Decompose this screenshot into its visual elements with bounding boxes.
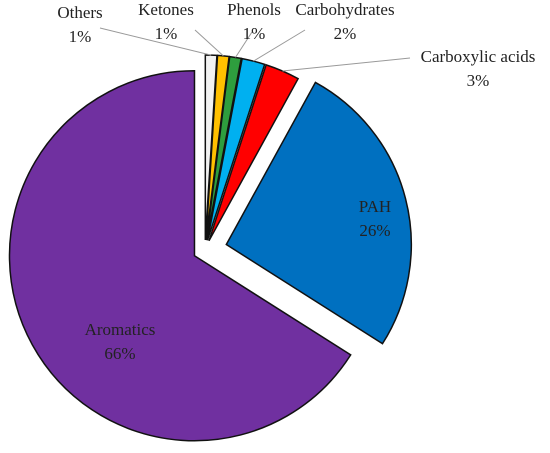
leader-line [282, 57, 411, 72]
pie-slice [225, 81, 413, 345]
slice-label: Others 1% [57, 3, 102, 46]
slice-label: Carboxylic acids 3% [421, 47, 536, 90]
value-label: 1% [243, 24, 266, 43]
value-label: 66% [104, 344, 135, 363]
value-label: 2% [334, 24, 357, 43]
category-label: PAH [359, 197, 391, 216]
slice-label: Carbohydrates 2% [295, 0, 394, 43]
leader-line [99, 27, 212, 56]
category-label: Carbohydrates [295, 0, 394, 19]
value-label: 26% [359, 221, 390, 240]
category-label: Phenols [227, 0, 281, 19]
slice-label: Phenols 1% [227, 0, 281, 43]
category-label: Ketones [138, 0, 194, 19]
category-label: Others [57, 3, 102, 22]
category-label: Carboxylic acids [421, 47, 536, 66]
value-label: 1% [155, 24, 178, 43]
category-label: Aromatics [85, 320, 156, 339]
pie-slice [8, 70, 352, 442]
leader-line [194, 29, 224, 57]
slice-label: Aromatics 66% [85, 320, 156, 363]
slice-label: Ketones 1% [138, 0, 194, 43]
value-label: 1% [69, 27, 92, 46]
leader-line [253, 29, 306, 62]
slice-label: PAH 26% [359, 197, 391, 240]
value-label: 3% [467, 71, 490, 90]
leader-line [235, 31, 253, 58]
pie-slice [206, 57, 266, 241]
